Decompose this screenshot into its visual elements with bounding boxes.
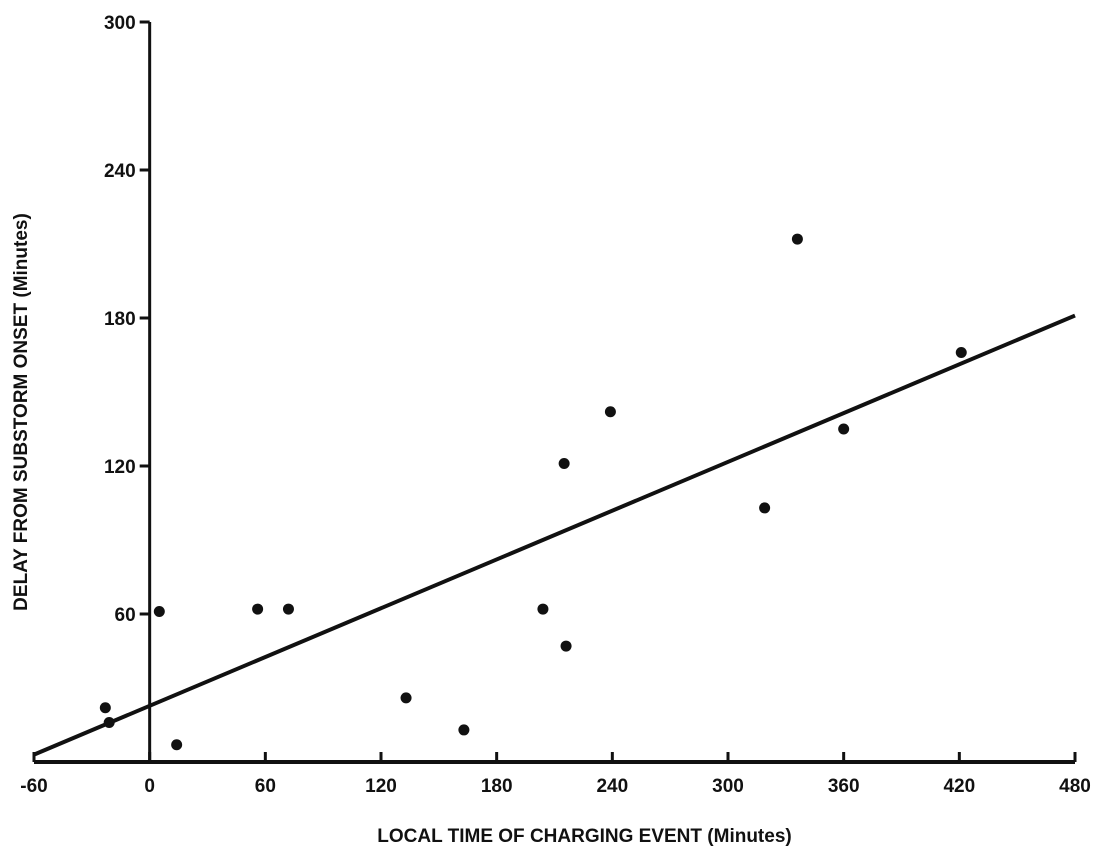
- x-tick-label: 240: [596, 776, 628, 797]
- data-point: [955, 347, 967, 359]
- x-tick-label: 0: [144, 776, 155, 797]
- x-tick-label: 120: [365, 776, 397, 797]
- y-tick-label: 60: [115, 605, 136, 626]
- regression-line: [33, 313, 1076, 757]
- data-point: [604, 406, 616, 418]
- x-tick-label: 420: [943, 776, 975, 797]
- y-axis-title: DELAY FROM SUBSTORM ONSET (Minutes): [11, 213, 32, 611]
- axes: [34, 22, 1075, 764]
- data-point: [759, 502, 771, 514]
- x-tick-label: 480: [1059, 776, 1091, 797]
- x-axis-title: LOCAL TIME OF CHARGING EVENT (Minutes): [377, 826, 791, 847]
- data-points: [99, 233, 967, 751]
- y-tick-label: 120: [104, 457, 136, 478]
- x-ticks: -60 0 60 120 180 240 300 360 420 480: [20, 752, 1091, 797]
- x-tick-label: -60: [20, 776, 47, 797]
- y-tick-label: 180: [104, 309, 136, 330]
- y-tick-label: 300: [104, 13, 136, 34]
- data-point: [103, 717, 115, 729]
- x-tick-label: 180: [481, 776, 513, 797]
- regression-lines: [33, 313, 1076, 757]
- data-point: [99, 702, 111, 714]
- x-tick-label: 300: [712, 776, 744, 797]
- data-point: [558, 458, 570, 470]
- data-point: [252, 603, 264, 615]
- data-point: [282, 603, 294, 615]
- x-tick-label: 360: [828, 776, 860, 797]
- y-ticks: 60 120 180 240 300: [104, 13, 150, 626]
- data-point: [153, 606, 165, 618]
- data-point: [400, 692, 412, 704]
- data-point: [838, 423, 850, 435]
- data-point: [560, 640, 572, 652]
- y-tick-label: 240: [104, 161, 136, 182]
- data-point: [791, 233, 803, 245]
- data-point: [458, 724, 470, 736]
- data-point: [537, 603, 549, 615]
- data-point: [171, 739, 183, 751]
- x-tick-label: 60: [255, 776, 276, 797]
